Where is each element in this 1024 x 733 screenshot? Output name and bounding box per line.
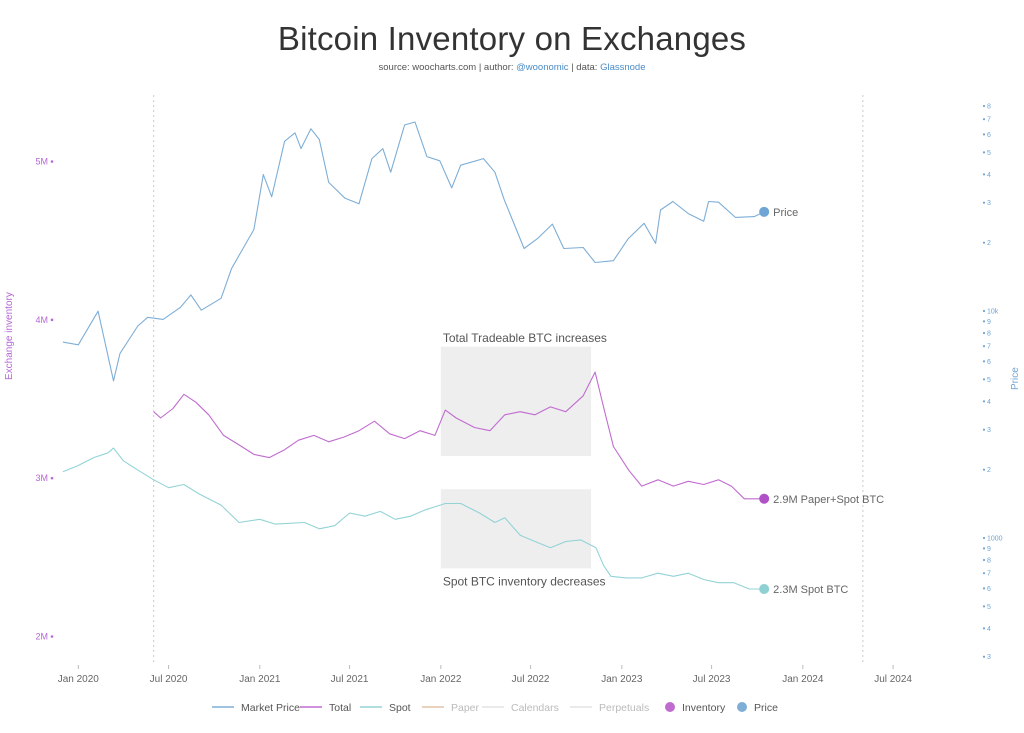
- right-tick-mark: [982, 133, 986, 136]
- subtitle-mid: | data:: [568, 62, 601, 73]
- legend-label-2: Spot: [389, 702, 411, 714]
- right-tick-label-18: 3: [987, 200, 991, 207]
- right-tick-mark: [982, 345, 986, 348]
- right-tick-mark: [982, 536, 986, 540]
- x-tick-label-2: Jan 2021: [239, 674, 281, 685]
- right-tick-label-1: 4: [987, 626, 991, 633]
- left-tick-mark: [50, 160, 54, 163]
- right-tick-label-14: 8: [987, 330, 991, 337]
- right-tick-mark: [982, 627, 986, 630]
- left-tick-mark: [50, 318, 54, 322]
- right-tick-mark: [982, 241, 986, 244]
- x-tick-label-1: Jul 2020: [150, 674, 188, 685]
- legend-label-3: Paper: [451, 702, 480, 714]
- right-tick-mark: [982, 118, 986, 121]
- series-line-market-price: [62, 121, 765, 382]
- right-tick-label-4: 7: [987, 571, 991, 578]
- series-end-label-2: 2.3M Spot BTC: [773, 584, 848, 596]
- right-tick-label-6: 9: [987, 546, 991, 553]
- x-tick-label-9: Jul 2024: [874, 674, 912, 685]
- right-tick-mark: [982, 558, 986, 562]
- x-tick-label-8: Jan 2024: [782, 674, 824, 685]
- x-tick-label-7: Jul 2023: [693, 674, 731, 685]
- right-tick-mark: [982, 547, 986, 550]
- right-tick-mark: [982, 201, 986, 204]
- right-tick-label-5: 8: [987, 557, 991, 564]
- legend-swatch-7[interactable]: [737, 702, 747, 712]
- annotation-label-0: Total Tradeable BTC increases: [443, 331, 607, 345]
- chart-title: Bitcoin Inventory on Exchanges: [277, 20, 747, 57]
- right-tick-mark: [982, 309, 986, 313]
- annotation-box-1: [440, 489, 592, 569]
- right-tick-label-15: 9: [987, 319, 991, 326]
- right-tick-label-0: 3: [987, 654, 991, 661]
- right-tick-label-2: 5: [987, 604, 991, 611]
- annotation-label-1: Spot BTC inventory decreases: [443, 574, 606, 588]
- right-tick-mark: [982, 468, 986, 471]
- legend-label-5: Perpetuals: [599, 702, 649, 714]
- right-tick-mark: [982, 360, 986, 363]
- legend-label-6: Inventory: [682, 702, 726, 714]
- right-tick-label-16: 10k: [987, 309, 999, 316]
- right-tick-label-23: 8: [987, 103, 991, 110]
- right-tick-label-17: 2: [987, 240, 991, 247]
- right-tick-mark: [982, 320, 986, 323]
- legend-label-4: Calendars: [511, 702, 559, 714]
- x-tick-label-4: Jan 2022: [420, 674, 462, 685]
- right-tick-label-21: 6: [987, 132, 991, 139]
- right-tick-label-11: 5: [987, 377, 991, 384]
- author-link[interactable]: @woonomic: [516, 62, 569, 73]
- left-tick-label-5M: 5M: [35, 157, 48, 167]
- right-tick-mark: [982, 378, 986, 381]
- right-tick-label-19: 4: [987, 172, 991, 179]
- series-end-dot-2: [759, 584, 770, 594]
- right-tick-label-10: 4: [987, 399, 991, 406]
- x-tick-label-0: Jan 2020: [58, 674, 100, 685]
- right-tick-mark: [982, 605, 986, 608]
- right-tick-mark: [982, 428, 986, 431]
- left-tick-label-3M: 3M: [35, 473, 48, 483]
- chart-subtitle: source: woocharts.com | author: @woonomi…: [0, 62, 1024, 73]
- right-tick-label-8: 2: [987, 467, 991, 474]
- left-tick-mark: [50, 476, 54, 480]
- right-tick-mark: [982, 173, 986, 176]
- right-tick-label-20: 5: [987, 150, 991, 157]
- right-tick-mark: [982, 400, 986, 403]
- series-end-label-1: 2.9M Paper+Spot BTC: [773, 494, 884, 506]
- annotation-box-0: [440, 346, 592, 456]
- right-tick-label-22: 7: [987, 117, 991, 124]
- x-tick-label-6: Jan 2023: [601, 674, 643, 685]
- right-tick-label-3: 6: [987, 586, 991, 593]
- data-source-link[interactable]: Glassnode: [600, 62, 646, 73]
- right-tick-label-13: 7: [987, 344, 991, 351]
- series-line-total: [153, 371, 765, 500]
- x-tick-label-3: Jul 2021: [331, 674, 369, 685]
- right-tick-mark: [982, 587, 986, 590]
- left-tick-label-2M: 2M: [35, 632, 48, 642]
- right-tick-mark: [982, 572, 986, 575]
- right-tick-label-7: 1000: [987, 536, 1003, 543]
- right-tick-mark: [982, 655, 986, 658]
- x-tick-label-5: Jul 2022: [512, 674, 550, 685]
- right-tick-label-9: 3: [987, 427, 991, 434]
- series-end-label-0: Price: [773, 207, 798, 219]
- subtitle-prefix: source: woocharts.com | author:: [378, 62, 517, 73]
- right-tick-mark: [982, 331, 986, 335]
- right-tick-mark: [982, 104, 986, 108]
- left-tick-label-4M: 4M: [35, 315, 48, 325]
- series-end-dot-0: [759, 206, 770, 217]
- legend-label-1: Total: [329, 702, 351, 714]
- right-tick-label-12: 6: [987, 359, 991, 366]
- series-line-spot: [62, 447, 765, 590]
- left-tick-mark: [50, 635, 54, 638]
- legend-swatch-6[interactable]: [665, 702, 675, 712]
- legend-label-0: Market Price: [241, 702, 300, 714]
- series-end-dot-1: [759, 493, 770, 504]
- legend-label-7: Price: [754, 702, 778, 714]
- right-tick-mark: [982, 151, 986, 154]
